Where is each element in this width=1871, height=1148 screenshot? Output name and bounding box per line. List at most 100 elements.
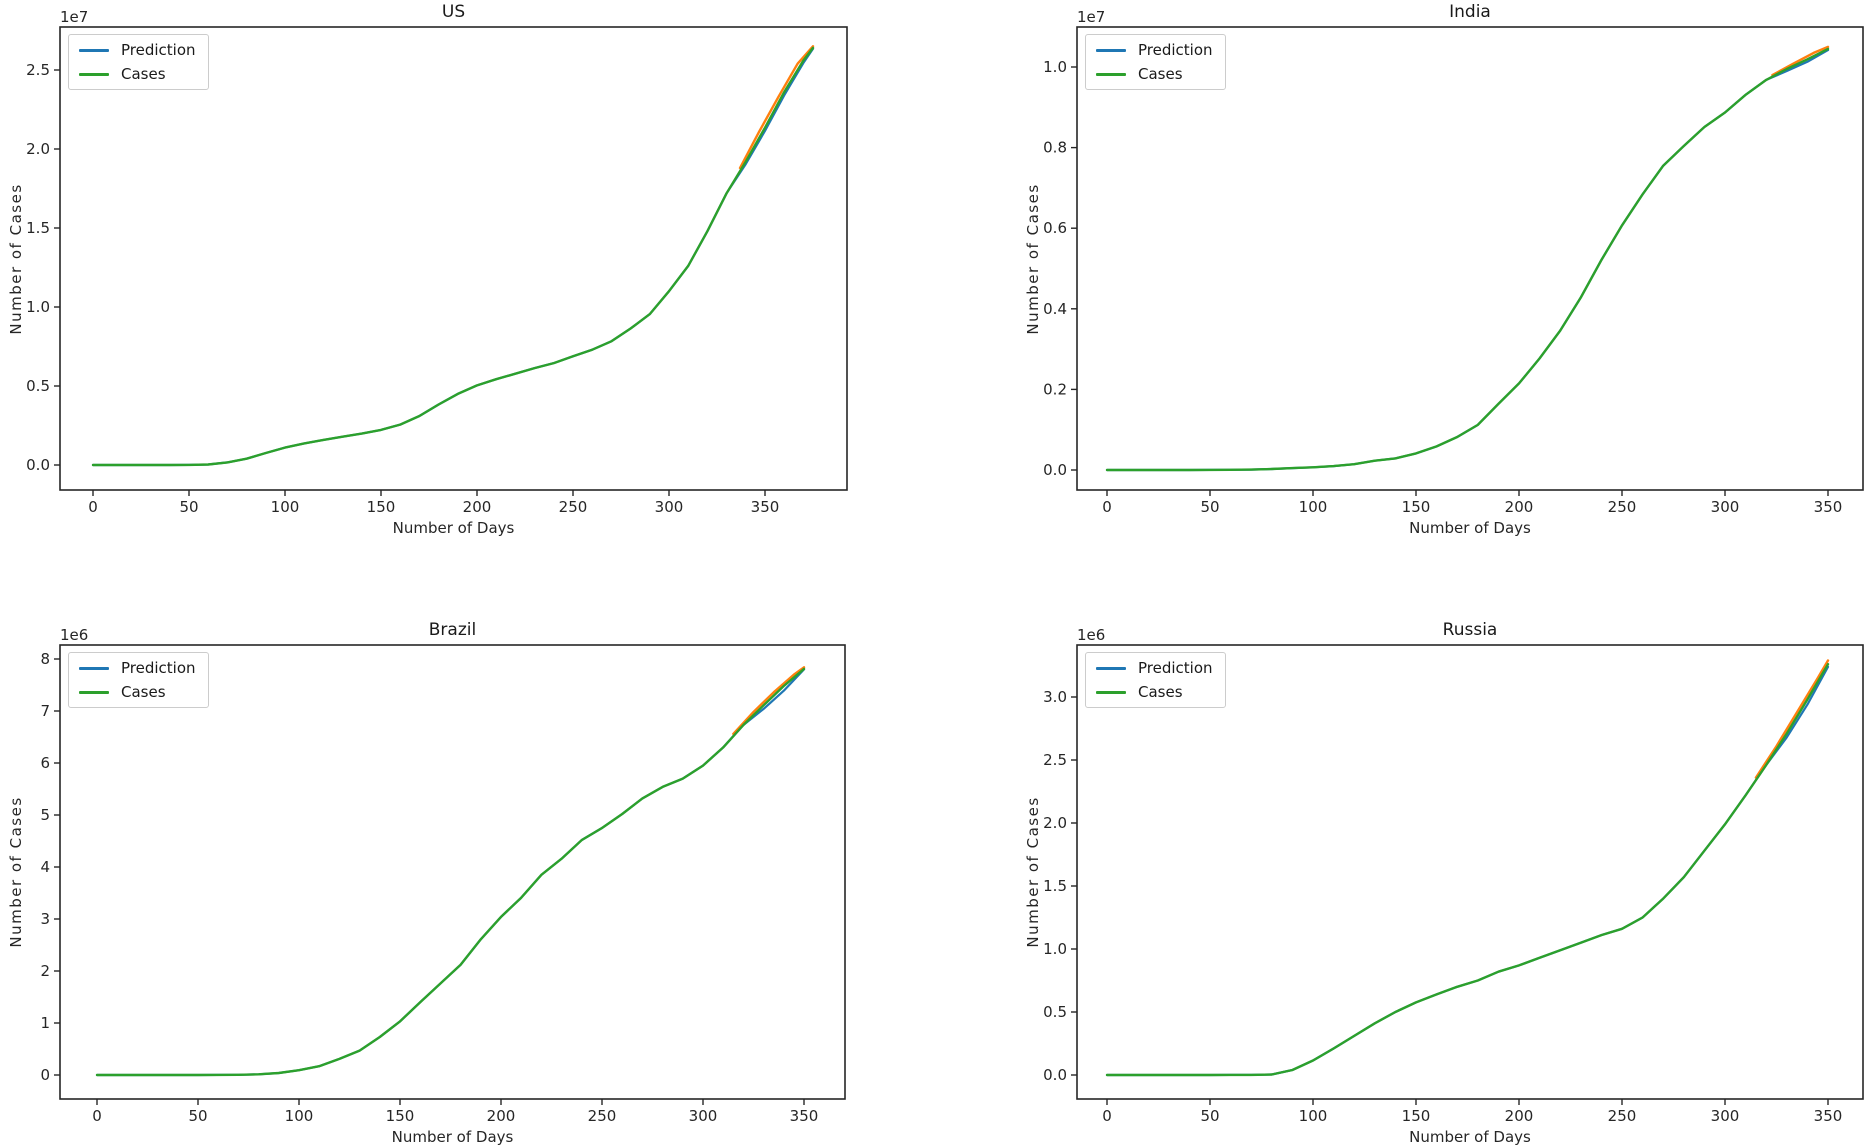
- x-tick-label: 50: [188, 1107, 207, 1125]
- y-axis-offset-label: 1e7: [1077, 8, 1106, 26]
- y-tick-label: 0.6: [1043, 219, 1067, 237]
- y-tick-label: 2.5: [26, 61, 50, 79]
- cases-line: [95, 667, 806, 1077]
- legend-line-cases: [1096, 690, 1126, 694]
- legend: Prediction Cases: [68, 652, 209, 708]
- unlabeled-orange-line: [732, 666, 806, 736]
- cases-line: [1105, 47, 1830, 472]
- legend-line-prediction: [1096, 666, 1126, 670]
- x-tick-label: 250: [1608, 498, 1637, 516]
- legend: Prediction Cases: [1085, 34, 1226, 90]
- legend-entry-cases: Cases: [79, 683, 196, 701]
- subplot-title-brazil: Brazil: [428, 620, 477, 640]
- prediction-line: [91, 47, 815, 467]
- y-tick-label: 1: [40, 1014, 50, 1032]
- y-axis-label: Number of Cases: [7, 796, 25, 948]
- x-tick-label: 350: [1814, 498, 1843, 516]
- x-tick-label: 100: [271, 498, 300, 516]
- x-tick-label: 100: [1299, 498, 1328, 516]
- x-tick-label: 250: [559, 498, 588, 516]
- x-tick-label: 350: [790, 1107, 819, 1125]
- legend-entry-prediction: Prediction: [79, 659, 196, 677]
- y-tick-label: 5: [40, 806, 50, 824]
- x-tick-label: 200: [463, 498, 492, 516]
- x-tick-label: 200: [1505, 1107, 1534, 1125]
- y-tick-label: 2: [40, 962, 50, 980]
- y-axis-offset-label: 1e6: [1077, 626, 1106, 644]
- y-axis-label: Number of Cases: [1024, 796, 1042, 948]
- x-tick-label: 250: [1608, 1107, 1637, 1125]
- prediction-line: [1105, 48, 1830, 472]
- legend-entry-prediction: Prediction: [79, 41, 196, 59]
- legend-entry-prediction: Prediction: [1096, 659, 1213, 677]
- x-tick-label: 50: [1200, 1107, 1219, 1125]
- x-tick-label: 200: [487, 1107, 516, 1125]
- y-tick-label: 3: [40, 910, 50, 928]
- x-tick-label: 50: [179, 498, 198, 516]
- legend-line-prediction: [1096, 48, 1126, 52]
- x-axis-label: Number of Days: [1409, 519, 1531, 537]
- x-tick-label: 300: [1711, 498, 1740, 516]
- y-tick-label: 0.2: [1043, 380, 1067, 398]
- legend-entry-cases: Cases: [1096, 683, 1213, 701]
- y-tick-label: 4: [40, 858, 50, 876]
- legend-label-cases: Cases: [1138, 683, 1183, 701]
- y-tick-label: 0: [40, 1066, 50, 1084]
- y-tick-label: 0.5: [26, 377, 50, 395]
- unlabeled-orange-line: [738, 45, 815, 170]
- legend-entry-prediction: Prediction: [1096, 41, 1213, 59]
- legend-label-prediction: Prediction: [1138, 659, 1213, 677]
- legend-label-prediction: Prediction: [121, 659, 196, 677]
- prediction-line: [95, 668, 806, 1077]
- y-axis-label: Number of Cases: [1024, 182, 1042, 335]
- x-tick-label: 200: [1505, 498, 1534, 516]
- legend-line-cases: [1096, 72, 1126, 76]
- x-tick-label: 250: [588, 1107, 617, 1125]
- legend-label-prediction: Prediction: [1138, 41, 1213, 59]
- prediction-line: [1105, 665, 1830, 1077]
- legend-line-cases: [79, 72, 109, 76]
- x-tick-label: 150: [367, 498, 396, 516]
- x-tick-label: 300: [689, 1107, 718, 1125]
- x-tick-label: 150: [1402, 498, 1431, 516]
- y-axis-offset-label: 1e7: [60, 8, 89, 26]
- axes-spines: [59, 26, 848, 491]
- y-tick-label: 2.0: [1043, 814, 1067, 832]
- unlabeled-orange-line: [1754, 659, 1830, 779]
- legend-label-cases: Cases: [121, 65, 166, 83]
- x-tick-label: 50: [1200, 498, 1219, 516]
- cases-line: [91, 46, 815, 467]
- legend-line-prediction: [79, 666, 109, 670]
- x-tick-label: 0: [1102, 1107, 1112, 1125]
- x-tick-label: 100: [285, 1107, 314, 1125]
- x-axis-label: Number of Days: [391, 1128, 514, 1146]
- x-tick-label: 0: [92, 1107, 102, 1125]
- y-tick-label: 1.0: [26, 298, 50, 316]
- y-tick-label: 2.5: [1043, 751, 1067, 769]
- legend-entry-cases: Cases: [1096, 65, 1213, 83]
- x-tick-label: 300: [1711, 1107, 1740, 1125]
- y-tick-label: 8: [40, 650, 50, 668]
- y-axis-label: Number of Cases: [7, 182, 25, 335]
- y-tick-label: 1.0: [1043, 58, 1067, 76]
- y-tick-label: 3.0: [1043, 688, 1067, 706]
- subplot-title-us: US: [441, 2, 466, 22]
- x-tick-label: 100: [1299, 1107, 1328, 1125]
- legend: Prediction Cases: [68, 34, 209, 90]
- x-axis-label: Number of Days: [392, 519, 515, 537]
- y-tick-label: 1.5: [26, 219, 50, 237]
- legend-line-cases: [79, 690, 109, 694]
- y-tick-label: 6: [40, 754, 50, 772]
- legend-label-cases: Cases: [121, 683, 166, 701]
- x-tick-label: 0: [88, 498, 98, 516]
- x-tick-label: 0: [1102, 498, 1112, 516]
- legend-label-cases: Cases: [1138, 65, 1183, 83]
- x-tick-label: 350: [751, 498, 780, 516]
- x-tick-label: 150: [1402, 1107, 1431, 1125]
- legend-line-prediction: [79, 48, 109, 52]
- axes-spines: [1076, 26, 1864, 491]
- y-tick-label: 0.0: [1043, 1066, 1067, 1084]
- legend: Prediction Cases: [1085, 652, 1226, 708]
